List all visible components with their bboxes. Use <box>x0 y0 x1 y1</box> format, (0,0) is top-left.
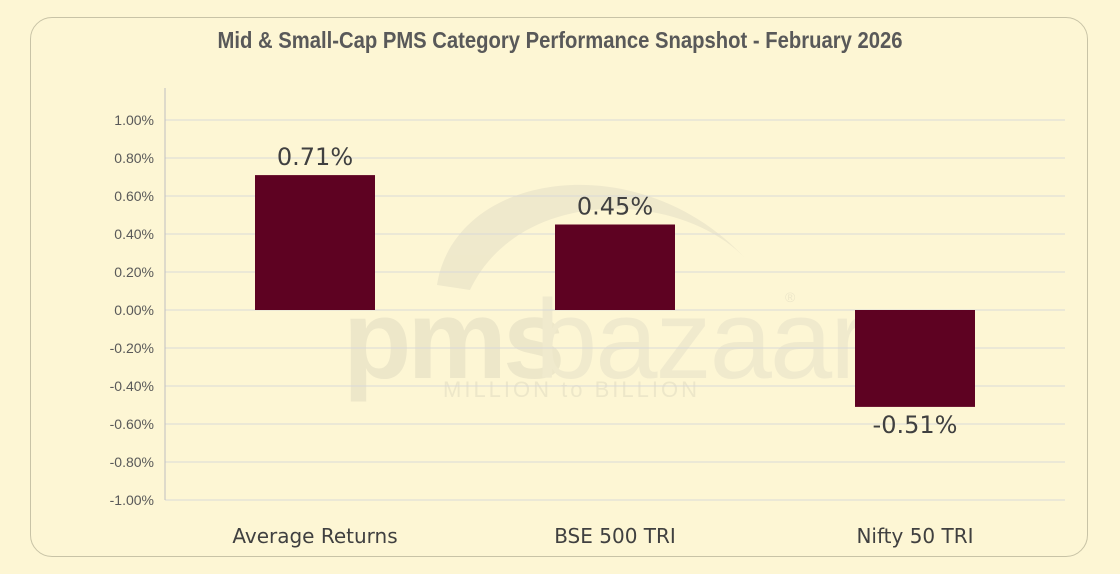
watermark-tagline: MILLION to BILLION <box>443 377 700 402</box>
y-tick-label: 0.40% <box>114 226 154 242</box>
labels: 1.00% 0.80% 0.60% 0.40% 0.20% 0.00% -0.20% -0.4… <box>110 112 974 548</box>
watermark-registered: ® <box>785 289 796 305</box>
y-tick-label: -1.00% <box>110 492 154 508</box>
watermark-brand-bold: pms <box>343 277 561 402</box>
y-tick-label: 0.80% <box>114 150 154 166</box>
bar <box>555 224 675 310</box>
watermark-swoosh <box>437 184 745 290</box>
chart-title: Mid & Small-Cap PMS Category Performance… <box>217 27 903 53</box>
y-tick-label: 0.20% <box>114 264 154 280</box>
y-tick-label: 0.60% <box>114 188 154 204</box>
data-label: 0.45% <box>577 193 653 221</box>
y-tick-label: -0.80% <box>110 454 154 470</box>
y-tick-label: -0.20% <box>110 340 154 356</box>
y-tick-label: -0.60% <box>110 416 154 432</box>
x-tick-label: BSE 500 TRI <box>554 524 676 548</box>
x-tick-label: Average Returns <box>232 524 397 548</box>
bar <box>255 175 375 310</box>
y-tick-label: -0.40% <box>110 378 154 394</box>
y-tick-label: 0.00% <box>114 302 154 318</box>
y-tick-label: 1.00% <box>114 112 154 128</box>
data-label: -0.51% <box>873 411 958 439</box>
bar <box>855 310 975 407</box>
x-tick-label: Nifty 50 TRI <box>856 524 973 548</box>
data-label: 0.71% <box>277 143 353 171</box>
bars <box>255 175 975 407</box>
